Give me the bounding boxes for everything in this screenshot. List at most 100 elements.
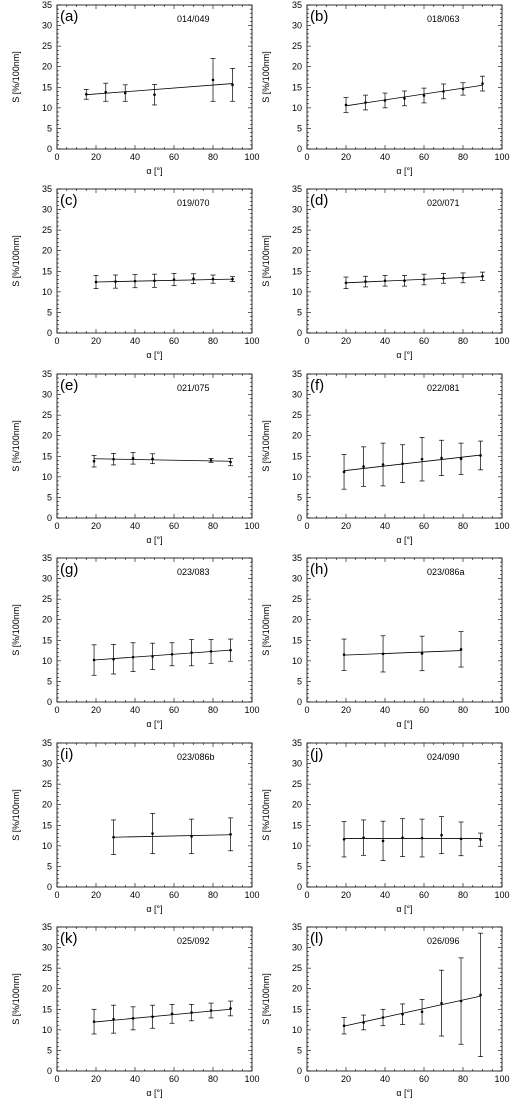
y-tick-label: 10 — [292, 841, 302, 851]
fit-line — [344, 454, 481, 472]
y-tick-label: 30 — [42, 574, 52, 584]
y-axis-label: S [%/100nm] — [261, 235, 271, 287]
data-point — [209, 1009, 213, 1012]
data-point — [401, 462, 404, 465]
y-tick-label: 20 — [292, 431, 302, 441]
y-tick-label: 10 — [42, 103, 52, 113]
run-title: 023/086b — [177, 752, 215, 762]
y-tick-label: 25 — [42, 594, 52, 604]
y-tick-label: 25 — [292, 963, 302, 973]
x-tick-label: 80 — [208, 152, 218, 162]
plot-frame — [306, 188, 503, 334]
x-tick-label: 80 — [208, 890, 218, 900]
plot-frame — [306, 557, 503, 703]
x-tick-label: 20 — [341, 521, 351, 531]
y-tick-label: 20 — [292, 984, 302, 994]
x-tick-label: 0 — [54, 336, 59, 346]
x-tick-label: 0 — [54, 890, 59, 900]
run-title: 018/063 — [427, 14, 460, 24]
run-title: 024/090 — [427, 752, 460, 762]
x-tick-label: 60 — [419, 890, 429, 900]
panel-5: 0 20 40 60 80 100 0 5 10 15 20 25 30 35 α [°] S [%/100n… — [261, 369, 510, 545]
data-point — [342, 837, 346, 841]
y-tick-label: 15 — [42, 1004, 52, 1014]
data-point — [440, 456, 443, 460]
x-tick-label: 0 — [54, 1074, 59, 1084]
y-tick-label: 25 — [42, 225, 52, 235]
x-tick-label: 40 — [130, 1074, 140, 1084]
y-tick-label: 5 — [47, 1045, 52, 1055]
y-tick-label: 30 — [42, 390, 52, 400]
data-point — [112, 657, 115, 661]
x-tick-label: 80 — [208, 1074, 218, 1084]
y-tick-label: 20 — [42, 431, 52, 441]
x-axis-label: α [°] — [146, 904, 162, 914]
panel-11: 0 20 40 60 80 100 0 5 10 15 20 25 30 35 α [°] S [%/100n… — [261, 922, 510, 1098]
data-point — [481, 82, 484, 85]
data-point — [362, 1021, 365, 1024]
y-axis-label: S [%/100nm] — [261, 604, 271, 656]
plot-frame — [56, 557, 253, 703]
x-axis-label: α [°] — [396, 1088, 412, 1098]
x-tick-label: 40 — [130, 705, 140, 715]
plot-frame — [56, 373, 253, 519]
data-point — [422, 94, 426, 97]
y-tick-label: 5 — [47, 861, 52, 871]
y-axis-label: S [%/100nm] — [261, 420, 271, 472]
data-point — [229, 1007, 232, 1010]
x-tick-label: 60 — [419, 521, 429, 531]
y-tick-label: 25 — [42, 779, 52, 789]
panel-1: 0 20 40 60 80 100 0 5 10 15 20 25 30 35 α [°] S [%/100n… — [261, 0, 510, 176]
plot-frame — [56, 742, 253, 888]
y-axis-label: S [%/100nm] — [261, 789, 271, 841]
y-tick-label: 0 — [297, 882, 302, 892]
y-tick-label: 15 — [42, 451, 52, 461]
x-tick-label: 40 — [380, 705, 390, 715]
data-point — [479, 838, 482, 841]
x-tick-label: 40 — [380, 521, 390, 531]
data-point — [94, 280, 98, 284]
y-tick-label: 35 — [292, 0, 302, 10]
y-axis-label: S [%/100nm] — [11, 51, 21, 103]
y-tick-label: 25 — [292, 410, 302, 420]
fit-line — [94, 649, 231, 661]
x-tick-label: 60 — [169, 152, 179, 162]
data-point — [192, 277, 195, 280]
y-tick-label: 15 — [42, 820, 52, 830]
run-title: 025/092 — [177, 936, 210, 946]
y-tick-label: 15 — [292, 451, 302, 461]
y-tick-label: 25 — [292, 594, 302, 604]
x-tick-label: 100 — [244, 336, 259, 346]
x-tick-label: 20 — [91, 336, 101, 346]
y-tick-label: 35 — [42, 922, 52, 932]
data-point — [229, 833, 232, 836]
plot-frame — [56, 926, 253, 1072]
x-tick-label: 100 — [494, 890, 509, 900]
run-title: 014/049 — [177, 14, 210, 24]
data-point — [420, 1010, 424, 1014]
x-tick-label: 100 — [244, 152, 259, 162]
y-axis-label: S [%/100nm] — [11, 235, 21, 287]
plot-frame — [306, 4, 503, 150]
data-point — [381, 652, 385, 656]
x-tick-label: 100 — [494, 705, 509, 715]
run-title: 023/086a — [427, 567, 465, 577]
x-tick-label: 80 — [208, 521, 218, 531]
y-tick-label: 35 — [292, 738, 302, 748]
y-tick-label: 35 — [42, 0, 52, 10]
data-point — [114, 280, 117, 283]
x-tick-label: 0 — [304, 890, 309, 900]
data-point — [479, 454, 482, 457]
panel-label: (b) — [310, 8, 328, 25]
y-tick-label: 20 — [42, 246, 52, 256]
data-point — [172, 278, 176, 281]
x-tick-label: 0 — [304, 521, 309, 531]
panel-4: 0 20 40 60 80 100 0 5 10 15 20 25 30 35 α [°] S [%/100n… — [11, 369, 260, 545]
y-tick-label: 0 — [47, 513, 52, 523]
run-title: 020/071 — [427, 198, 460, 208]
data-point — [381, 463, 385, 466]
data-point — [342, 470, 346, 474]
x-tick-label: 20 — [341, 152, 351, 162]
y-tick-label: 30 — [292, 574, 302, 584]
data-point — [151, 655, 154, 658]
